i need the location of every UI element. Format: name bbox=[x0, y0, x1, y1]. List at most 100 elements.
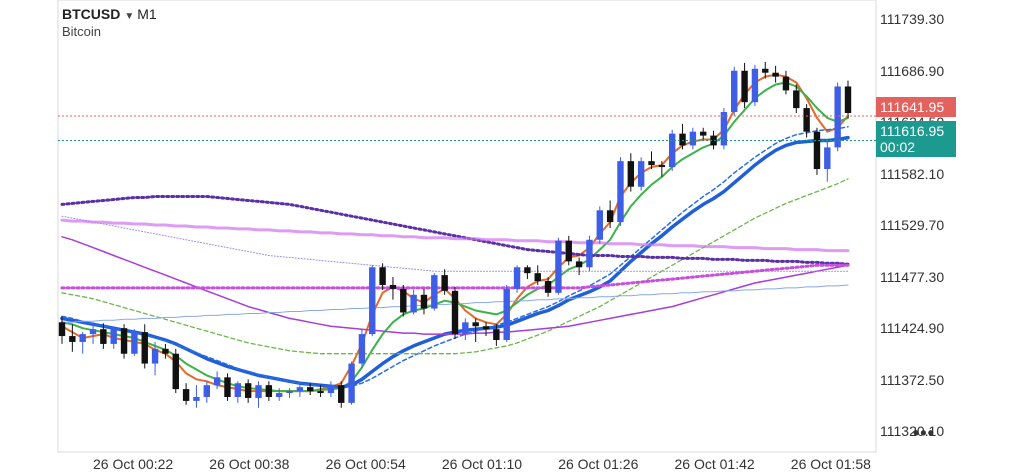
candle-body bbox=[296, 387, 304, 392]
x-tick-label: 26 Oct 01:42 bbox=[674, 456, 755, 472]
y-tick-label: 111582.10 bbox=[880, 165, 945, 182]
candle-body bbox=[182, 389, 190, 401]
candle-body bbox=[203, 385, 210, 397]
candle-body bbox=[348, 363, 355, 403]
candle-body bbox=[265, 385, 273, 397]
candle-body bbox=[782, 76, 790, 91]
candle-body bbox=[151, 348, 159, 364]
candle-body bbox=[441, 275, 448, 291]
chart-header[interactable]: BTCUSD ▼ M1 bbox=[62, 6, 157, 22]
candle-body bbox=[658, 165, 666, 168]
candle-body bbox=[358, 334, 366, 364]
candle-body bbox=[596, 210, 603, 240]
candle-body bbox=[89, 329, 97, 335]
candle-body bbox=[327, 385, 335, 394]
candle-body bbox=[679, 133, 686, 146]
candle-body bbox=[606, 210, 614, 223]
candle-body bbox=[565, 240, 572, 262]
candle-body bbox=[162, 348, 169, 354]
candle-body bbox=[710, 135, 717, 146]
candle-body bbox=[555, 240, 562, 293]
candle-body bbox=[472, 322, 479, 327]
candle-body bbox=[586, 239, 593, 268]
candle-body bbox=[244, 383, 252, 398]
y-tick-label: 111320.10 bbox=[880, 423, 945, 440]
candle-body bbox=[131, 332, 138, 354]
candle-body bbox=[762, 68, 769, 73]
candle-body bbox=[668, 133, 676, 168]
candle-body bbox=[420, 294, 428, 309]
moving-average-line bbox=[60, 135, 850, 389]
more-dots-icon[interactable]: ••• bbox=[913, 423, 935, 443]
candle-body bbox=[69, 336, 76, 342]
moving-average-line bbox=[61, 215, 849, 272]
candle-timer: 00:02 bbox=[880, 139, 916, 155]
candle-body bbox=[389, 284, 397, 289]
candle-body bbox=[544, 281, 552, 293]
symbol-label[interactable]: BTCUSD bbox=[62, 6, 121, 22]
y-tick-label: 111739.30 bbox=[880, 11, 945, 28]
candle-body bbox=[172, 353, 179, 390]
candle-body bbox=[720, 112, 728, 146]
candle-body bbox=[627, 161, 635, 187]
plot-frame bbox=[57, 0, 877, 453]
candle-body bbox=[503, 288, 510, 340]
moving-average-line bbox=[60, 263, 850, 290]
candle-body bbox=[803, 108, 810, 132]
x-tick-label: 26 Oct 00:38 bbox=[209, 456, 290, 472]
x-tick-label: 26 Oct 00:54 bbox=[325, 456, 406, 472]
moving-average-line bbox=[61, 126, 849, 388]
candle-body bbox=[224, 377, 231, 397]
candle-body bbox=[431, 275, 438, 309]
candle-body bbox=[193, 396, 200, 401]
y-tick-label: 111529.70 bbox=[880, 217, 945, 234]
x-tick-label: 26 Oct 01:26 bbox=[558, 456, 639, 472]
timeframe-label[interactable]: M1 bbox=[137, 6, 157, 22]
candle-body bbox=[575, 261, 583, 268]
dropdown-caret-icon[interactable]: ▼ bbox=[124, 11, 135, 22]
candle-body bbox=[369, 267, 376, 335]
candle-body bbox=[751, 68, 759, 103]
candle-body bbox=[482, 326, 490, 330]
candle-body bbox=[110, 328, 117, 344]
candle-body bbox=[338, 385, 345, 403]
bid-price-value: 111641.95 bbox=[880, 99, 945, 115]
candle-body bbox=[731, 70, 738, 113]
ask-price-tag: 111616.95 00:02 bbox=[876, 121, 956, 157]
candle-body bbox=[100, 329, 107, 344]
candle-body bbox=[700, 131, 707, 136]
candle-body bbox=[379, 267, 386, 285]
candle-body bbox=[813, 131, 821, 170]
candle-body bbox=[213, 377, 221, 386]
candle-body bbox=[58, 322, 66, 337]
y-tick-label: 111424.90 bbox=[880, 320, 945, 337]
x-tick-label: 26 Oct 01:58 bbox=[790, 456, 871, 472]
candle-body bbox=[834, 86, 841, 148]
candle-body bbox=[844, 86, 852, 113]
candle-body bbox=[824, 147, 831, 170]
candle-body bbox=[617, 161, 624, 223]
candle-body bbox=[286, 391, 293, 394]
candle-body bbox=[772, 72, 779, 77]
candle-body bbox=[451, 290, 459, 335]
moving-average-line bbox=[60, 218, 850, 253]
candle-body bbox=[410, 294, 417, 313]
x-tick-label: 26 Oct 00:22 bbox=[93, 456, 174, 472]
candle-body bbox=[120, 328, 128, 354]
candle-body bbox=[648, 161, 655, 166]
candle-body bbox=[493, 329, 500, 340]
symbol-description: Bitcoin bbox=[62, 24, 102, 39]
candle-body bbox=[524, 267, 531, 274]
candle-body bbox=[275, 393, 283, 397]
candle-body bbox=[689, 131, 697, 146]
candle-body bbox=[400, 288, 407, 313]
candle-body bbox=[79, 334, 86, 342]
candle-body bbox=[255, 385, 262, 398]
y-tick-label: 111372.50 bbox=[880, 371, 945, 388]
moving-average-line bbox=[61, 178, 849, 355]
x-tick-label: 26 Oct 01:10 bbox=[441, 456, 523, 472]
ask-price-value: 111616.95 bbox=[880, 123, 945, 139]
candle-body bbox=[534, 273, 541, 282]
candle-body bbox=[317, 391, 324, 394]
